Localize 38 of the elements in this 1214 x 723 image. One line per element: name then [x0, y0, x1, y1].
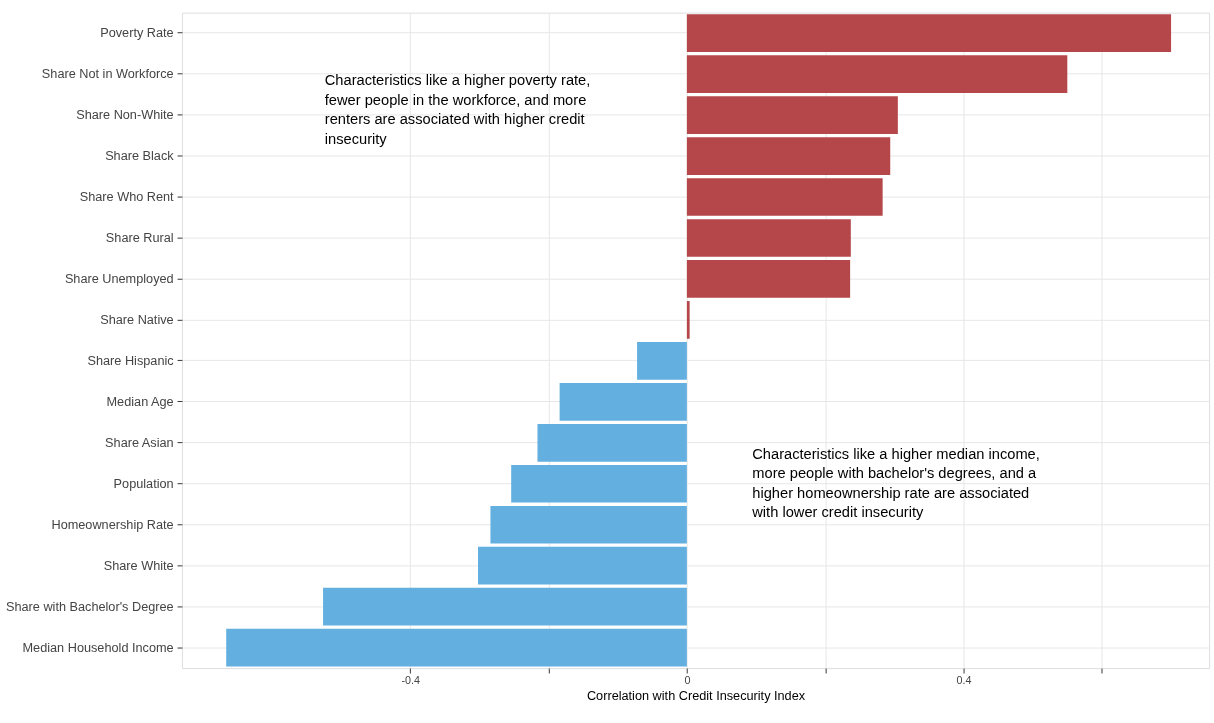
- bar: [637, 342, 687, 380]
- x-tick-label: -0.4: [401, 674, 420, 687]
- bar: [559, 382, 687, 421]
- y-tick-label: Median Age: [106, 393, 174, 409]
- y-tick-label: Share Black: [105, 147, 175, 163]
- x-axis-title: Correlation with Credit Insecurity Index: [586, 687, 806, 703]
- y-tick-label: Share Who Rent: [79, 188, 175, 204]
- y-tick-label: Poverty Rate: [100, 25, 174, 41]
- bar: [537, 423, 687, 462]
- x-tick-label: 0: [684, 674, 691, 687]
- bar: [686, 301, 690, 339]
- bar: [226, 628, 687, 667]
- bar: [511, 464, 687, 503]
- y-tick-label: Median Household Income: [22, 639, 174, 655]
- bar: [686, 137, 891, 175]
- y-tick-label: Share Unemployed: [64, 270, 174, 286]
- y-tick-label: Share Not in Workforce: [41, 66, 174, 82]
- y-tick-label: Homeownership Rate: [51, 516, 174, 532]
- annotation: Characteristics like a higher median income, more people with bachelor's degrees, and a higher homeownership rate are associated with lower credit insecurity: [751, 445, 1040, 521]
- bar: [686, 219, 851, 257]
- x-tick-label: 0.4: [956, 674, 972, 687]
- bar: [490, 505, 687, 544]
- bar: [686, 96, 898, 134]
- bar: [686, 178, 883, 216]
- bar: [686, 260, 851, 298]
- y-tick-label: Share Rural: [105, 229, 174, 245]
- y-tick-label: Share White: [103, 557, 174, 573]
- bar: [323, 587, 687, 626]
- annotation: Characteristics like a higher poverty rate, fewer people in the workforce, and more renters are associated with higher credit insecurity: [324, 72, 591, 147]
- y-tick-label: Share with Bachelor's Degree: [5, 598, 174, 614]
- y-tick-label: Share Native: [100, 311, 174, 327]
- bar: [686, 14, 1172, 52]
- y-tick-label: Share Non-White: [76, 106, 174, 122]
- y-tick-label: Population: [113, 475, 174, 491]
- y-tick-label: Share Asian: [105, 434, 174, 450]
- y-tick-label: Share Hispanic: [87, 352, 175, 368]
- bar: [478, 546, 687, 585]
- bar: [686, 55, 1068, 93]
